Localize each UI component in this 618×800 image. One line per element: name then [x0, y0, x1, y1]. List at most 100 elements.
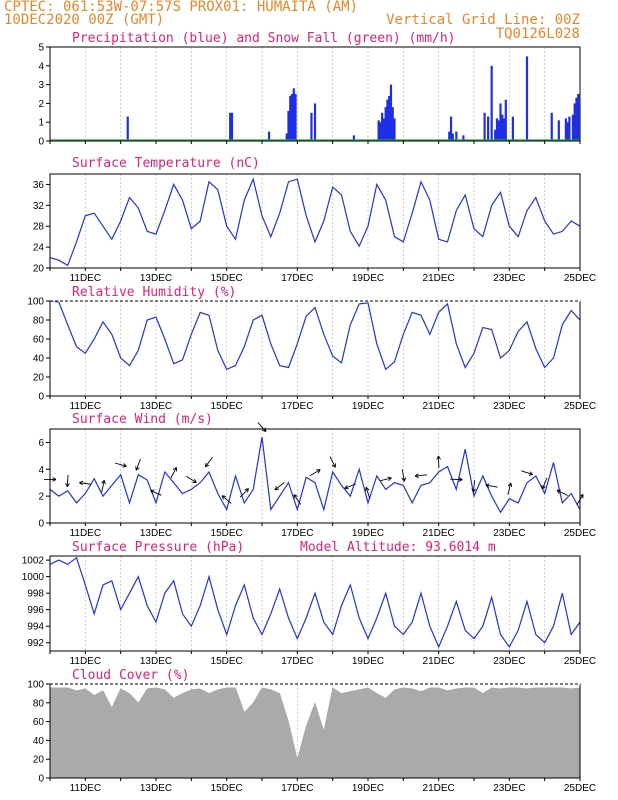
y-tick-label: 4: [38, 465, 44, 476]
cloud-area: [49, 687, 581, 779]
precip-bar: [487, 116, 490, 141]
panel-1: 0 1 2 3 4 5 Precipitation (blue) and Snow Fall…: [38, 31, 581, 148]
precip-bar: [462, 135, 465, 141]
y-tick-label: 994: [27, 622, 44, 633]
y-tick-label: 998: [27, 589, 44, 600]
precip-bar: [550, 112, 553, 141]
precip-bar: [384, 107, 387, 141]
precip-bar: [494, 129, 497, 141]
wind-arrow-head: [262, 427, 267, 432]
wind-arrow: [135, 458, 141, 471]
precip-bar: [573, 103, 576, 141]
precip-bar: [379, 122, 382, 141]
x-tick-label: 21DEC: [423, 783, 455, 794]
precip-bar: [382, 118, 385, 141]
y-tick-label: 20: [33, 264, 45, 275]
panel-frame: [49, 46, 581, 142]
precip-bar: [449, 116, 453, 141]
wind-arrow: [101, 480, 105, 493]
wind-arrow: [507, 482, 512, 495]
panel-annotation: Model Altitude: 93.6014 m: [300, 540, 496, 555]
wind-arrow-head: [293, 494, 298, 499]
x-tick-label: 21DEC: [423, 401, 455, 412]
x-tick-label: 25DEC: [564, 656, 596, 667]
wind-arrow-head: [458, 477, 463, 482]
wind-arrow: [344, 483, 357, 489]
panel-frame: [49, 555, 581, 652]
precip-bar: [504, 99, 507, 141]
y-tick-label: 36: [33, 180, 45, 191]
wind-arrow-head: [387, 476, 392, 482]
y-tick-label: 28: [33, 222, 45, 233]
x-tick-label: 13DEC: [140, 401, 172, 412]
precip-bar: [381, 112, 384, 141]
x-tick-label: 21DEC: [423, 273, 455, 284]
wind-arrow: [414, 474, 428, 477]
x-tick-label: 23DEC: [493, 656, 525, 667]
x-tick-label: 25DEC: [564, 783, 596, 794]
x-tick-label: 13DEC: [140, 528, 172, 539]
precip-bar: [294, 94, 297, 141]
series-line: [49, 556, 581, 649]
wind-arrow-head: [274, 485, 279, 491]
x-tick-label: 17DEC: [281, 528, 313, 539]
wind-arrow: [542, 477, 548, 490]
panel-frame: [49, 428, 581, 524]
wind-arrow-head: [528, 471, 534, 476]
precip-bar: [287, 110, 290, 141]
precip-bar: [501, 114, 504, 141]
series-line: [49, 437, 581, 514]
precip-bar: [388, 95, 391, 141]
precip-bar: [290, 94, 294, 141]
wind-arrow-head: [541, 484, 546, 490]
x-tick-label: 25DEC: [564, 401, 596, 412]
wind-arrow-head: [101, 479, 106, 485]
y-tick-label: 100: [27, 297, 44, 308]
y-tick-label: 5: [38, 43, 44, 54]
panel-title: Relative Humidity (%): [72, 285, 236, 300]
wind-arrow-head: [436, 455, 441, 460]
wind-arrow-head: [364, 486, 370, 492]
y-tick-label: 0: [38, 774, 44, 785]
wind-arrow: [401, 469, 405, 482]
wind-arrow-head: [556, 489, 561, 494]
precip-bar: [525, 56, 529, 141]
x-tick-label: 15DEC: [211, 528, 243, 539]
x-tick-label: 19DEC: [352, 656, 384, 667]
wind-arrow-head: [344, 485, 349, 490]
panel-title: Cloud Cover (%): [72, 668, 189, 683]
panel-title: Precipitation (blue) and Snow Fall (gree…: [72, 31, 456, 46]
precip-bar: [313, 103, 317, 141]
x-tick-label: 13DEC: [140, 656, 172, 667]
x-tick-label: 13DEC: [140, 273, 172, 284]
x-tick-label: 13DEC: [140, 783, 172, 794]
precip-bar: [126, 116, 129, 141]
precip-bar: [566, 122, 569, 141]
x-tick-label: 11DEC: [70, 401, 102, 412]
y-tick-label: 80: [33, 698, 45, 709]
series-line: [49, 300, 581, 371]
wind-arrow: [293, 494, 302, 505]
wind-arrow: [66, 474, 69, 487]
x-tick-label: 23DEC: [493, 783, 525, 794]
y-tick-label: 992: [27, 638, 44, 649]
x-tick-label: 11DEC: [70, 273, 102, 284]
y-tick-label: 996: [27, 605, 44, 616]
panel-6: 0 20 40 60 80 100 11DEC 13DEC 15DEC 17DEC 19DEC 21D…: [27, 668, 596, 794]
y-tick-label: 0: [38, 137, 44, 148]
precip-bar: [377, 120, 380, 141]
precip-bar: [448, 131, 451, 141]
x-tick-label: 17DEC: [281, 656, 313, 667]
wind-arrow: [170, 467, 177, 479]
y-tick-label: 80: [33, 316, 45, 327]
x-tick-label: 15DEC: [211, 656, 243, 667]
precip-bar: [352, 135, 355, 141]
wind-arrow: [150, 490, 162, 496]
y-tick-label: 60: [33, 335, 45, 346]
x-tick-label: 17DEC: [281, 273, 313, 284]
x-tick-label: 17DEC: [281, 401, 313, 412]
y-tick-label: 1: [38, 118, 44, 129]
y-tick-label: 32: [33, 201, 45, 212]
y-tick-label: 1002: [22, 556, 45, 567]
wind-arrow-head: [150, 489, 155, 494]
